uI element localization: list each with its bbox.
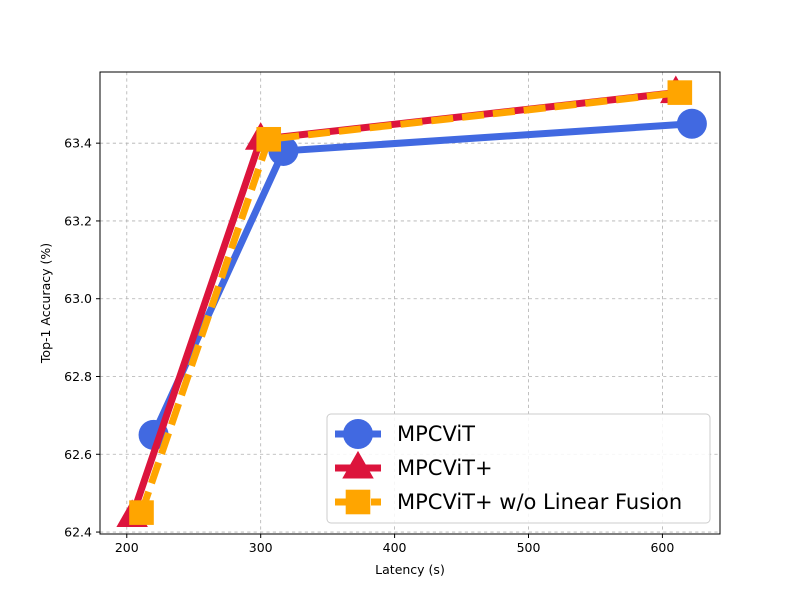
series-line-mpcvit-w-o-linear-fusion [138, 89, 681, 514]
data-point-mpcvit [676, 108, 707, 139]
legend: MPCViT MPCViT+ MPCViT+ w/o Linear Fusion [326, 413, 711, 524]
x-tick-label: 200 [115, 540, 139, 555]
y-tick-label: 62.8 [64, 369, 92, 384]
y-tick-label: 63.2 [64, 213, 92, 228]
legend-entry-mpcvit: MPCViT+ [335, 450, 493, 480]
x-tick-label: 500 [517, 540, 541, 555]
plot-frame [99, 71, 721, 535]
y-tick-label: 62.6 [64, 447, 92, 462]
y-axis-label: Top-1 Accuracy (%) [38, 243, 53, 364]
data-point-mpcvit-w-o-linear-fusion [667, 80, 693, 105]
legend-marker-mpcvit [342, 450, 374, 479]
data-point-mpcvit-w-o-linear-fusion [256, 126, 282, 152]
legend-label-mpcvit: MPCViT+ [397, 456, 493, 480]
legend-box [326, 413, 711, 524]
x-tick-label: 400 [383, 540, 407, 555]
legend-label-mpcvit: MPCViT [397, 422, 475, 446]
legend-entry-mpcvit: MPCViT [335, 419, 475, 449]
legend-entry-mpcvit-w-o-linear-fusion: MPCViT+ w/o Linear Fusion [335, 489, 682, 515]
x-tick-label: 600 [650, 540, 674, 555]
x-axis-label: Latency (s) [375, 562, 445, 577]
data-point-mpcvit-w-o-linear-fusion [129, 500, 154, 525]
series-layer [116, 75, 707, 527]
y-tick-label: 63.4 [64, 136, 92, 151]
legend-marker-mpcvit-w-o-linear-fusion [345, 489, 371, 515]
y-tick-label: 62.4 [64, 525, 92, 540]
legend-label-mpcvit-w-o-linear-fusion: MPCViT+ w/o Linear Fusion [397, 490, 682, 514]
x-tick-label: 300 [249, 540, 273, 555]
series-mpcvit-w-o-linear-fusion [129, 80, 693, 525]
ticks: 200 300 400 500 600 62.4 62.6 62.8 63.0 63.2 63.4 [64, 136, 674, 555]
legend-marker-mpcvit [343, 419, 373, 449]
y-tick-label: 63.0 [64, 291, 92, 306]
